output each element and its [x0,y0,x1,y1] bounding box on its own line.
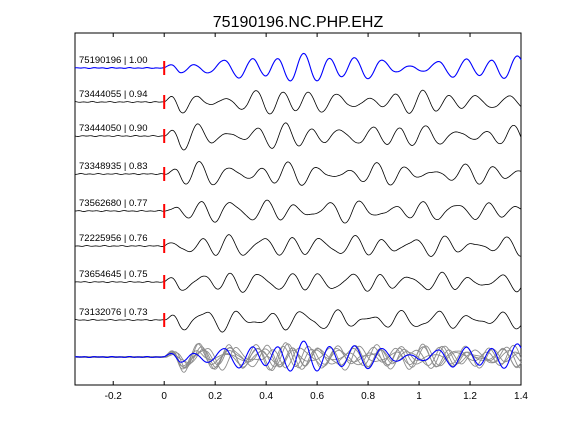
trace-label-73562680: 73562680 | 0.77 [79,198,148,209]
x-tick-label: -0.2 [105,391,123,402]
x-tick-label: 0.4 [259,391,273,402]
traces-layer [74,52,522,333]
x-tick-label: 1.2 [463,391,477,402]
trace-73654645 [74,271,522,293]
plot-frame [74,32,522,386]
stack-reference-75190196 [74,340,522,372]
x-tick-label: 0.6 [310,391,324,402]
trace-label-72225956: 72225956 | 0.76 [79,233,148,244]
stack-layer [74,340,522,373]
trace-72225956 [74,234,522,257]
x-tick-label: 0.2 [208,391,222,402]
x-tick-label: 1.4 [514,391,528,402]
trace-label-75190196: 75190196 | 1.00 [79,55,148,66]
trace-label-73348935: 73348935 | 0.83 [79,161,148,172]
x-tick-label: 0 [161,391,167,402]
trace-label-73654645: 73654645 | 0.75 [79,269,148,280]
trace-label-73444055: 73444055 | 0.94 [79,89,148,100]
trace-73132076 [75,309,522,333]
x-axis-ticks: -0.2 0 0.2 0.4 0.6 0.8 1 1.2 1.4 [105,33,528,402]
x-tick-label: 0.8 [361,391,375,402]
trace-73562680 [74,199,522,224]
trace-75190196 [74,52,522,82]
trace-labels-layer: 75190196 | 1.00 73444055 | 0.94 73444050 |… [79,55,148,318]
x-tick-label: 1 [416,391,422,402]
trace-73348935 [74,161,522,186]
trace-label-73444050: 73444050 | 0.90 [79,123,148,134]
trace-73444050 [74,122,522,151]
chart-title: 75190196.NC.PHP.EHZ [213,14,384,31]
trace-73444055 [74,89,522,115]
trace-label-73132076: 73132076 | 0.73 [79,307,148,318]
